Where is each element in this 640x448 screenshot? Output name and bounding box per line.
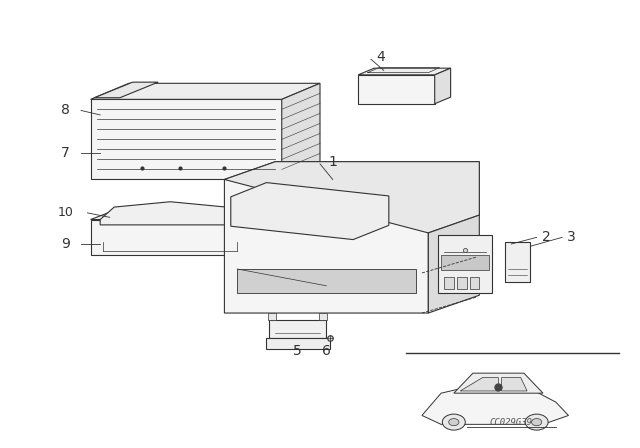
- Bar: [319, 313, 327, 320]
- Bar: [441, 255, 489, 270]
- Polygon shape: [231, 183, 389, 240]
- Polygon shape: [237, 269, 415, 293]
- Polygon shape: [438, 235, 492, 293]
- Polygon shape: [91, 210, 275, 220]
- Polygon shape: [282, 83, 320, 180]
- Text: 9: 9: [61, 237, 70, 251]
- Circle shape: [442, 414, 465, 430]
- Polygon shape: [225, 162, 479, 233]
- Text: 4: 4: [376, 50, 385, 64]
- Polygon shape: [435, 68, 451, 104]
- Polygon shape: [269, 320, 326, 337]
- Polygon shape: [502, 378, 527, 391]
- Polygon shape: [91, 99, 282, 180]
- Text: 10: 10: [57, 207, 73, 220]
- Circle shape: [449, 418, 459, 426]
- Polygon shape: [422, 384, 568, 424]
- Text: 3: 3: [567, 230, 576, 244]
- Text: 5: 5: [293, 344, 302, 358]
- Polygon shape: [91, 220, 250, 255]
- Polygon shape: [266, 337, 330, 349]
- Text: 7: 7: [61, 146, 70, 160]
- Polygon shape: [505, 242, 531, 282]
- Polygon shape: [358, 68, 451, 75]
- Polygon shape: [428, 215, 479, 313]
- Polygon shape: [250, 210, 275, 255]
- Text: 8: 8: [61, 103, 70, 117]
- Text: 1: 1: [328, 155, 337, 168]
- Polygon shape: [358, 75, 435, 104]
- Polygon shape: [95, 82, 158, 98]
- Bar: [444, 277, 454, 289]
- Bar: [470, 277, 479, 289]
- Text: 6: 6: [322, 344, 331, 358]
- Polygon shape: [454, 373, 543, 393]
- Text: 2: 2: [542, 230, 550, 244]
- Circle shape: [532, 418, 541, 426]
- Bar: [268, 313, 276, 320]
- Bar: [457, 277, 467, 289]
- Circle shape: [525, 414, 548, 430]
- Polygon shape: [100, 202, 241, 225]
- Polygon shape: [91, 83, 320, 99]
- Polygon shape: [460, 378, 499, 391]
- Polygon shape: [225, 162, 479, 313]
- Text: CC029G39: CC029G39: [490, 418, 532, 426]
